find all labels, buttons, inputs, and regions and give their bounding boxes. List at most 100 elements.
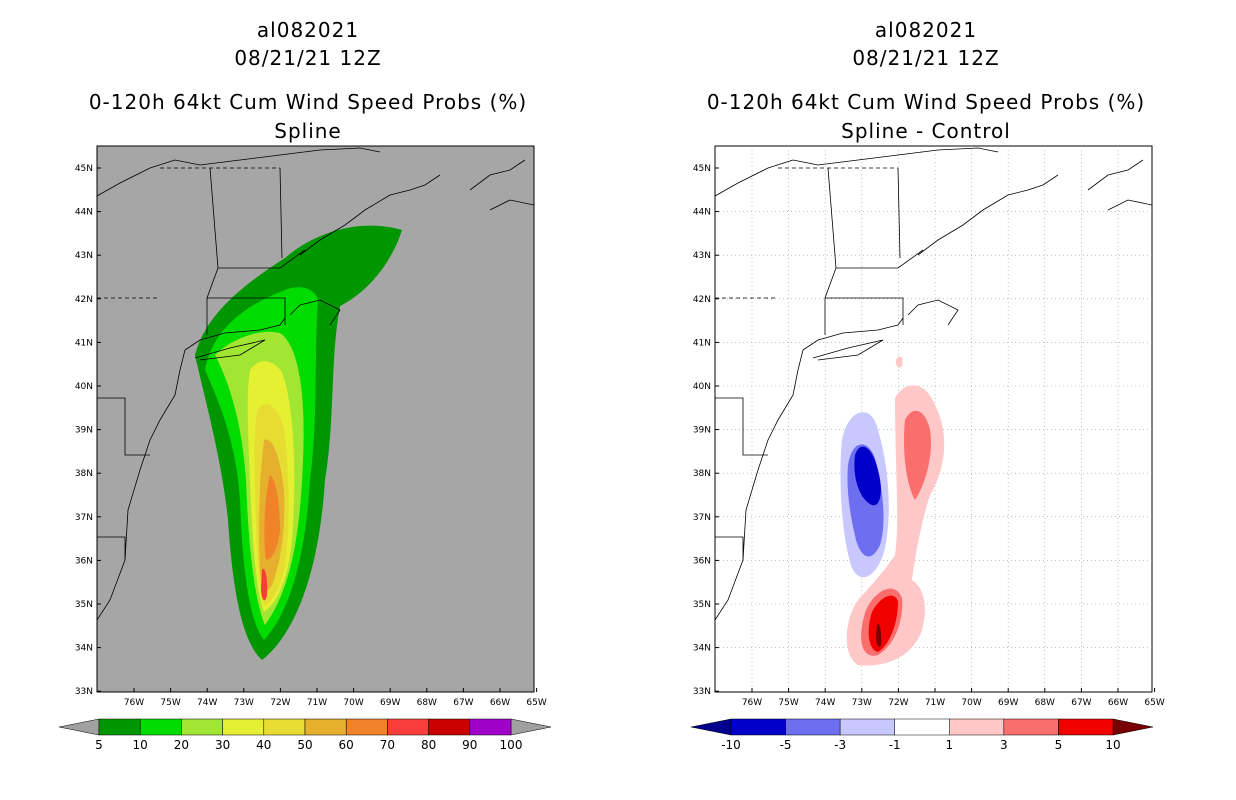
coastline: [97, 147, 381, 197]
colorbar-segment: [839, 718, 895, 736]
colorbar-over-arrow: [1112, 718, 1154, 736]
state-border: [206, 267, 219, 335]
state-border: [207, 297, 286, 325]
coastline: [715, 147, 999, 197]
lat-label: 35N: [693, 600, 711, 610]
diff-contour-pos-10: [876, 623, 882, 647]
colorbar-segment: [345, 718, 388, 736]
right-datetime: 08/21/21 12Z: [852, 46, 1000, 70]
diff-contour-neg-5: [854, 446, 881, 506]
colorbar-segment: [1003, 718, 1059, 736]
lat-label: 45N: [693, 164, 711, 174]
state-border: [97, 397, 150, 456]
lat-label: 38N: [75, 469, 93, 479]
colorbar-segment: [785, 718, 841, 736]
left-probability-field: [97, 147, 534, 660]
colorbar-label: 30: [215, 738, 230, 752]
colorbar-segment: [98, 718, 141, 736]
lat-label: 40N: [75, 382, 93, 392]
lon-label: 74W: [815, 698, 835, 708]
lat-label: 33N: [693, 687, 711, 697]
lon-label: 74W: [197, 698, 217, 708]
lon-label: 72W: [888, 698, 908, 708]
colorbar-label: -3: [834, 738, 846, 752]
colorbar-label: 100: [500, 738, 523, 752]
colorbar-under-arrow: [690, 718, 732, 736]
left-lat-axis: 45N 44N 43N 42N 41N 40N 39N 38N 37N 36N 35N 34N 33N: [75, 164, 101, 697]
left-lon-axis: 76W 75W 74W 73W 72W 71W 70W 69W 68W 67W 66W 65W: [124, 688, 547, 708]
lat-label: 37N: [75, 513, 93, 523]
coastline: [917, 174, 1059, 256]
colorbar-label: 5: [95, 738, 103, 752]
lon-label: 73W: [234, 698, 254, 708]
lat-label: 41N: [75, 338, 93, 348]
coastline-newfoundland: [469, 159, 526, 191]
state-border: [825, 297, 904, 325]
lat-label: 33N: [75, 687, 93, 697]
lat-label: 43N: [693, 251, 711, 261]
lat-label: 41N: [693, 338, 711, 348]
colorbar-label: 80: [421, 738, 436, 752]
colorbar-label: 60: [339, 738, 354, 752]
lon-label: 70W: [343, 698, 363, 708]
colorbar-label: 10: [133, 738, 148, 752]
lon-label: 71W: [925, 698, 945, 708]
state-border: [715, 536, 744, 560]
lat-label: 34N: [75, 644, 93, 654]
lon-label: 67W: [453, 698, 473, 708]
lat-label: 44N: [693, 208, 711, 218]
state-border: [715, 397, 768, 456]
colorbar-label: 50: [297, 738, 312, 752]
lon-label: 72W: [270, 698, 290, 708]
lat-label: 40N: [693, 382, 711, 392]
colorbar-segment: [263, 718, 306, 736]
colorbar-segment: [304, 718, 347, 736]
left-colorbar: 5 10 20 30 40 50 60 70 80 90 100: [58, 718, 552, 752]
lat-label: 44N: [75, 208, 93, 218]
left-map: 45N44N43N42N41N40N39N38N37N36N35N34N33N …: [75, 145, 547, 708]
left-subtitle: Spline: [274, 119, 342, 143]
coastline: [184, 317, 286, 351]
lat-label: 37N: [693, 513, 711, 523]
lon-label: 75W: [778, 698, 798, 708]
lat-label: 36N: [75, 556, 93, 566]
state-border: [897, 167, 901, 259]
lat-label: 42N: [75, 295, 93, 305]
colorbar-segment: [1058, 718, 1114, 736]
diff-contour-pos-3: [904, 410, 931, 500]
lon-label: 76W: [124, 698, 144, 708]
lat-label: 45N: [75, 164, 93, 174]
lat-label: 34N: [693, 644, 711, 654]
lon-label: 66W: [1108, 698, 1128, 708]
colorbar-label: 40: [256, 738, 271, 752]
state-border: [279, 167, 283, 259]
diff-contour-small: [895, 356, 903, 368]
lon-label: 65W: [526, 698, 546, 708]
colorbar-label: -5: [780, 738, 792, 752]
colorbar-label: 10: [1105, 738, 1120, 752]
right-product-title: 0-120h 64kt Cum Wind Speed Probs (%): [706, 90, 1146, 114]
colorbar-label: -10: [721, 738, 741, 752]
colorbar-under-arrow: [58, 718, 100, 736]
state-border: [827, 167, 924, 269]
lon-label: 68W: [1035, 698, 1055, 708]
coastline: [289, 299, 341, 326]
prob-contour-60: [264, 475, 280, 560]
prob-contour-70: [261, 568, 268, 601]
lon-label: 67W: [1071, 698, 1091, 708]
lon-label: 73W: [852, 698, 872, 708]
coastline: [299, 174, 441, 256]
colorbar-label: 70: [380, 738, 395, 752]
long-island: [194, 339, 266, 361]
diff-contour-pos-5: [868, 595, 898, 652]
colorbar-label: 5: [1055, 738, 1063, 752]
lat-label: 35N: [75, 600, 93, 610]
right-subtitle: Spline - Control: [841, 119, 1011, 143]
state-border: [209, 167, 306, 269]
colorbar-label: 20: [174, 738, 189, 752]
coastline: [907, 299, 959, 326]
lon-label: 75W: [160, 698, 180, 708]
lat-label: 36N: [693, 556, 711, 566]
lon-label: 65W: [1144, 698, 1164, 708]
